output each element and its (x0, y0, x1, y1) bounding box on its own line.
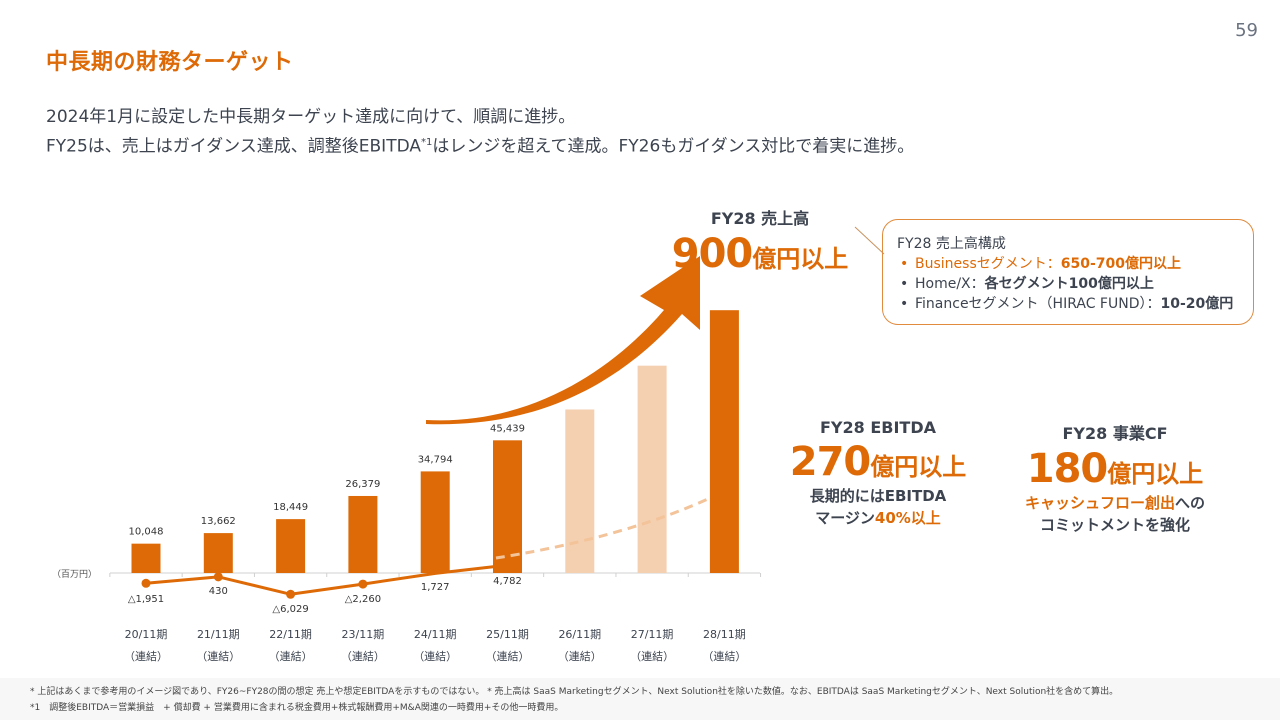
revenue-bar-label: 13,662 (201, 516, 236, 527)
ebitda-projection-trend (495, 496, 711, 560)
growth-arrow (426, 256, 700, 425)
ebitda-point (141, 578, 151, 588)
composition-item: Financeセグメント（HIRAC FUND）：10-20億円 (897, 294, 1241, 314)
ebitda-value-unit: 億円以上 (870, 453, 967, 481)
ebitda-point (286, 589, 296, 599)
composition-item-name: Home/X： (915, 276, 985, 292)
revenue-bar-label: 26,379 (345, 479, 380, 490)
ebitda-target-label: FY28 EBITDA (819, 418, 936, 437)
cf-note-line-1: キャッシュフロー創出への (1015, 492, 1215, 514)
category-label: 22/11期 (269, 628, 312, 641)
ebitda-label: 4,782 (493, 576, 522, 587)
page-title: 中長期の財務ターゲット (46, 50, 294, 75)
category-label: 23/11期 (342, 628, 385, 641)
revenue-composition-box: FY28 売上高構成 Businessセグメント：650-700億円以上 Hom… (882, 219, 1254, 325)
revenue-bar (709, 310, 739, 573)
unit-label: （百万円） (52, 569, 97, 580)
ebitda-label: △1,951 (128, 594, 164, 605)
revenue-bar-label: 34,794 (418, 454, 453, 465)
revenue-bar (131, 543, 161, 573)
category-sublabel: （連結） (124, 649, 168, 663)
revenue-bar-label: 18,449 (273, 502, 308, 513)
cf-value-number: 180 (1026, 446, 1108, 492)
page-number: 59 (1235, 20, 1258, 41)
cf-value-unit: 億円以上 (1107, 460, 1204, 488)
ebitda-label: △6,029 (272, 604, 308, 615)
cf-target-value: 180億円以上 (1015, 446, 1215, 492)
ebitda-label: 1,727 (421, 582, 450, 593)
cf-note-line-2: コミットメントを強化 (1039, 516, 1190, 534)
category-sublabel: （連結） (341, 649, 385, 663)
ebitda-target: FY28 EBITDA 270億円以上 長期的にはEBITDA マージン40%以… (778, 418, 978, 529)
cf-target-note: キャッシュフロー創出への コミットメントを強化 (1015, 492, 1215, 536)
category-label: 21/11期 (197, 628, 240, 641)
cf-note-text: への (1175, 494, 1206, 512)
lead-line-2: FY25は、売上はガイダンス達成、調整後EBITDA*1はレンジを超えて達成。F… (46, 130, 914, 160)
category-label: 25/11期 (486, 628, 529, 641)
category-label: 20/11期 (125, 628, 168, 641)
category-label: 24/11期 (414, 628, 457, 641)
category-sublabel: （連結） (413, 649, 457, 663)
category-sublabel: （連結） (558, 649, 602, 663)
lead-line-1: 2024年1月に設定した中長期ターゲット達成に向けて、順調に進捗。 (46, 107, 576, 127)
ebitda-label: 430 (209, 586, 228, 597)
ebitda-value-number: 270 (789, 439, 871, 485)
revenue-bar (420, 471, 450, 573)
composition-item-value: 10-20億円 (1160, 296, 1234, 312)
category-label: 27/11期 (631, 628, 674, 641)
ebitda-note-line-1: 長期的にはEBITDA (809, 487, 947, 505)
lead-line-2a: FY25は、売上はガイダンス達成、調整後EBITDA (46, 136, 421, 157)
revenue-bar (493, 440, 522, 573)
ebitda-point (358, 579, 368, 589)
revenue-value-unit: 億円以上 (752, 245, 849, 273)
category-label: 26/11期 (558, 628, 601, 641)
revenue-bar (203, 533, 233, 573)
cf-note-highlight: キャッシュフロー創出 (1024, 494, 1175, 512)
ebitda-note-line-2: マージン40%以上 (778, 507, 978, 529)
footnote-2: *1 調整後EBITDA＝営業損益 + 償却費 + 営業費用に含まれる税金費用+… (30, 703, 564, 713)
revenue-target-value: 900億円以上 (660, 231, 860, 277)
category-sublabel: （連結） (486, 649, 530, 663)
ebitda-target-note: 長期的にはEBITDA マージン40%以上 (778, 485, 978, 529)
footnote-1: * 上記はあくまで参考用のイメージ図であり、FY26~FY28の間の想定 売上や… (30, 687, 1119, 697)
revenue-bar (565, 409, 595, 573)
revenue-bar-label: 45,439 (490, 423, 525, 434)
revenue-bar-label: 10,048 (129, 527, 164, 538)
revenue-bar (637, 365, 667, 573)
revenue-bar (348, 495, 378, 573)
category-sublabel: （連結） (269, 649, 313, 663)
composition-item-name: Financeセグメント（HIRAC FUND）： (915, 296, 1161, 312)
ebitda-target-value: 270億円以上 (778, 439, 978, 485)
ebitda-note-highlight: 40%以上 (874, 509, 941, 527)
cf-target: FY28 事業CF 180億円以上 キャッシュフロー創出への コミットメントを強… (1015, 420, 1215, 536)
ebitda-note-text: マージン (815, 509, 875, 527)
category-label: 28/11期 (703, 628, 746, 641)
composition-item-name: Businessセグメント： (915, 256, 1061, 272)
category-sublabel: （連結） (702, 649, 746, 663)
cf-target-label: FY28 事業CF (1062, 424, 1168, 443)
growth-arrow-icon (426, 256, 700, 425)
footnote-ref: *1 (421, 137, 433, 148)
category-sublabel: （連結） (196, 649, 240, 663)
revenue-target-label: FY28 売上高 (710, 209, 810, 228)
revenue-target: FY28 売上高 900億円以上 (660, 205, 860, 277)
revenue-value-number: 900 (671, 231, 753, 277)
composition-title: FY28 売上高構成 (897, 236, 1006, 252)
footnotes: * 上記はあくまで参考用のイメージ図であり、FY26~FY28の間の想定 売上や… (0, 678, 1280, 720)
composition-item-value: 650-700億円以上 (1060, 256, 1182, 272)
category-sublabel: （連結） (630, 649, 674, 663)
composition-item-value: 各セグメント100億円以上 (984, 276, 1154, 292)
lead-text: 2024年1月に設定した中長期ターゲット達成に向けて、順調に進捗。 FY25は、… (46, 104, 914, 160)
lead-line-2b: はレンジを超えて達成。FY26もガイダンス対比で着実に進捗。 (432, 136, 915, 157)
revenue-bar (276, 519, 306, 573)
ebitda-line (145, 563, 508, 596)
composition-item: Businessセグメント：650-700億円以上 (897, 254, 1241, 274)
ebitda-point (213, 572, 223, 582)
composition-item: Home/X：各セグメント100億円以上 (897, 274, 1241, 294)
ebitda-label: △2,260 (345, 594, 381, 605)
